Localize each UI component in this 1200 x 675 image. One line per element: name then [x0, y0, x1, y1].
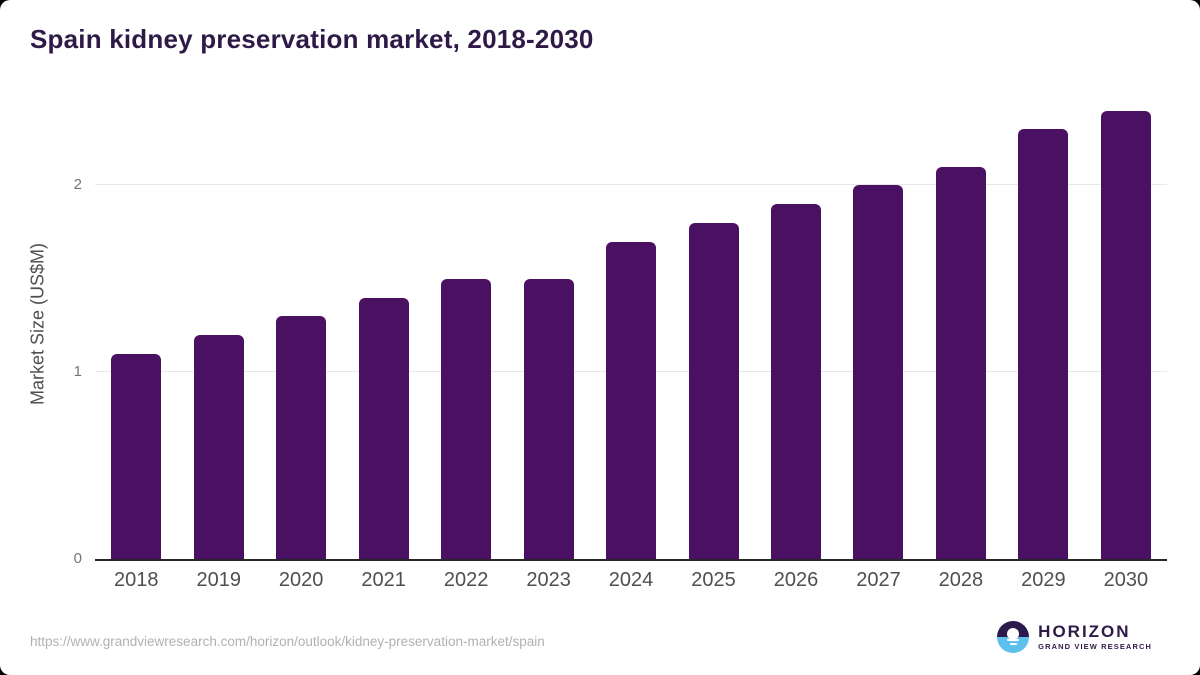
x-axis-labels: 2018 2019 2020 2021 2022 2023 2024 2025 2026 2027…	[95, 569, 1167, 592]
bar-slot-2029	[1002, 89, 1084, 559]
x-tick-label-2026: 2026	[773, 569, 819, 591]
logo-tagline: GRAND VIEW RESEARCH	[1038, 642, 1152, 651]
x-tick-label-2030: 2030	[1103, 569, 1149, 591]
bar-slot-2021	[342, 89, 424, 559]
bar-slot-2025	[672, 89, 754, 559]
bar-2023	[523, 279, 574, 559]
horizon-sunset-icon	[997, 621, 1030, 653]
bar-2027	[853, 185, 904, 559]
bar-2020	[276, 316, 327, 559]
chart-title: Spain kidney preservation market, 2018-2…	[30, 24, 594, 54]
x-tick-label-2021: 2021	[361, 569, 406, 591]
y-tick-label-0: 0	[73, 550, 82, 567]
bar-slot-2023	[507, 89, 589, 559]
x-tick-label-2022: 2022	[443, 569, 489, 591]
bar-2021	[358, 298, 409, 559]
bar-slot-2028	[920, 89, 1002, 559]
sun-hole-shape	[1007, 627, 1020, 640]
plot-area: 0 1 2	[74, 89, 1167, 567]
bar-2019	[193, 335, 244, 559]
bar-slot-2026	[755, 89, 837, 559]
x-tick-label-2018: 2018	[113, 569, 159, 591]
bar-2025	[688, 223, 739, 559]
reflection-line	[1007, 638, 1020, 641]
x-tick-label-2028: 2028	[938, 569, 984, 591]
bar-2018	[111, 354, 162, 559]
y-tick-label-2: 2	[73, 176, 82, 193]
bar-2030	[1100, 111, 1151, 559]
bar-slot-2018	[95, 89, 177, 559]
x-tick-label-2024: 2024	[608, 569, 654, 591]
bar-slot-2019	[177, 89, 259, 559]
x-tick-label-2027: 2027	[856, 569, 901, 591]
logo-brand: HORIZON	[1038, 622, 1131, 641]
y-tick-label-1: 1	[73, 363, 82, 380]
bar-slot-2027	[837, 89, 919, 559]
bar-2028	[935, 167, 986, 559]
bar-2022	[441, 279, 492, 559]
x-tick-label-2023: 2023	[526, 569, 571, 591]
x-tick-label-2020: 2020	[278, 569, 324, 591]
bar-slot-2022	[425, 89, 507, 559]
gridline-y2	[95, 184, 1167, 185]
x-tick-label-2025: 2025	[691, 569, 736, 591]
bar-slot-2024	[590, 89, 672, 559]
bar-2024	[606, 242, 657, 559]
logo-text: HORIZON GRAND VIEW RESEARCH	[1038, 623, 1152, 651]
bar-slot-2030	[1085, 89, 1167, 559]
x-tick-label-2019: 2019	[196, 569, 241, 591]
bar-2029	[1018, 129, 1069, 559]
bar-slot-2020	[260, 89, 342, 559]
source-url: https://www.grandviewresearch.com/horizo…	[30, 634, 545, 649]
bars-row	[95, 89, 1167, 559]
x-tick-label-2029: 2029	[1021, 569, 1066, 591]
horizon-logo: HORIZON GRAND VIEW RESEARCH	[997, 621, 1152, 653]
reflection-line	[1009, 642, 1017, 645]
bar-2026	[770, 204, 821, 559]
